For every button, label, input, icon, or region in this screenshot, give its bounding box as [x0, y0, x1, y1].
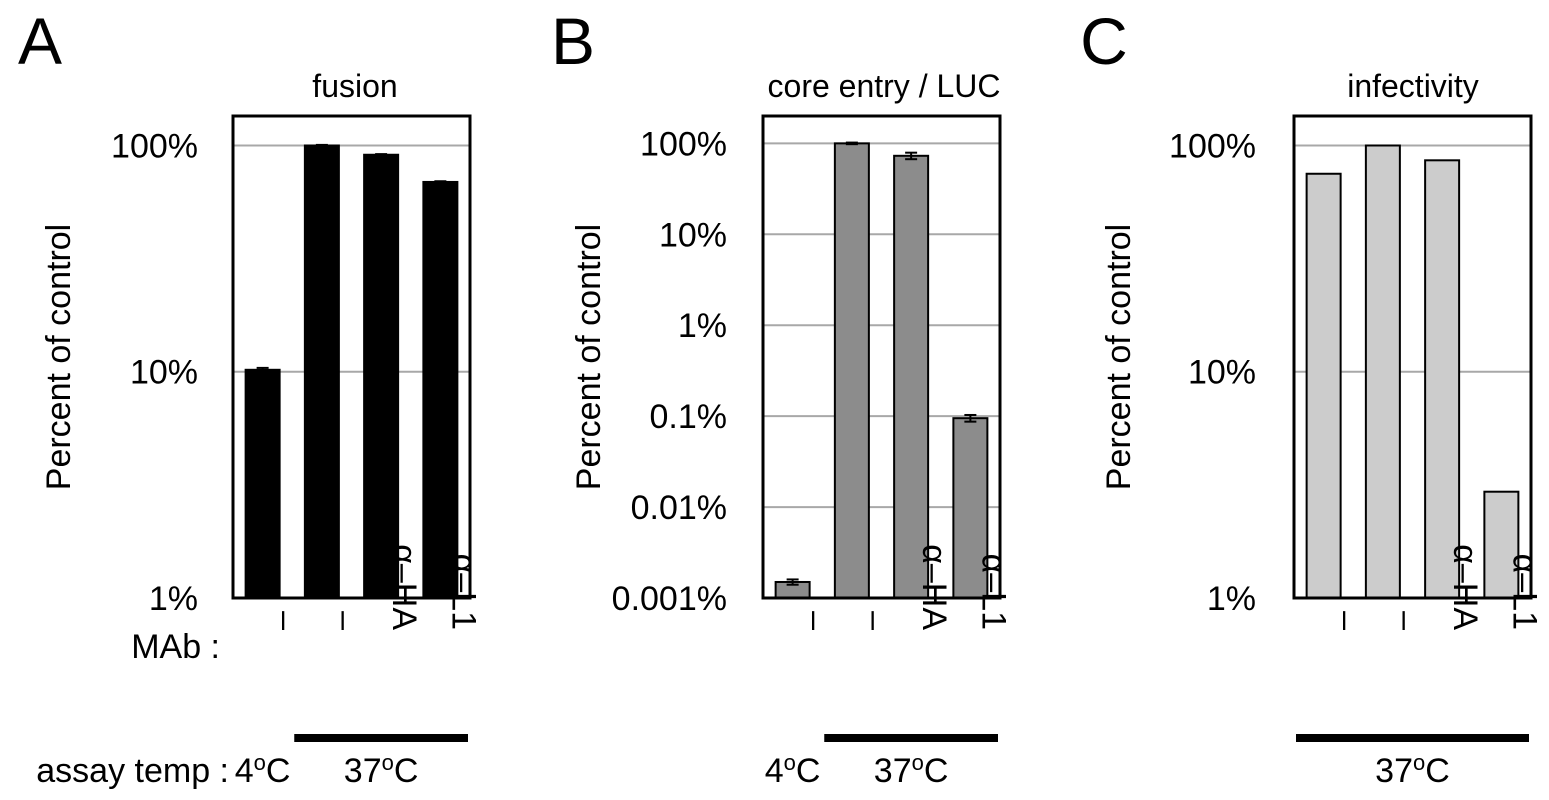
category-label: –: [1387, 611, 1425, 630]
bar: [952, 417, 989, 599]
bar: [422, 180, 459, 599]
plot-frame: [761, 114, 1002, 600]
y-tick-label: 10%: [1188, 354, 1256, 392]
y-tick-label: 10%: [659, 216, 727, 254]
assay-temp-row-label: assay temp :: [36, 752, 229, 790]
panel-letter: A: [18, 4, 62, 78]
bar: [303, 144, 340, 600]
bar: [1424, 159, 1461, 599]
panel-letter: C: [1080, 4, 1128, 78]
category-label: α–HA: [385, 544, 423, 630]
chart-title: core entry / LUC: [768, 68, 1001, 104]
chart-title: infectivity: [1347, 68, 1479, 104]
temp-group-label: 37oC: [344, 750, 419, 790]
category-label: –: [326, 611, 364, 630]
bar: [1483, 490, 1520, 600]
y-axis-label: Percent of control: [1100, 224, 1138, 490]
bar: [1305, 172, 1342, 599]
y-tick-label: 100%: [111, 127, 198, 165]
y-tick-label: 1%: [1207, 580, 1256, 618]
bar: [363, 153, 400, 599]
y-axis-label: Percent of control: [570, 224, 608, 490]
bar: [893, 154, 930, 600]
plot-frame: [1292, 114, 1533, 600]
y-tick-label: 100%: [640, 125, 727, 163]
category-label: α–L1: [444, 554, 482, 630]
category-label: α–HA: [915, 544, 953, 630]
y-tick-label: 1%: [678, 307, 727, 345]
temp-group-label: 37oC: [874, 750, 949, 790]
y-tick-label: 0.01%: [631, 489, 727, 527]
y-tick-label: 10%: [130, 354, 198, 392]
mab-row-label: MAb :: [131, 628, 220, 666]
bar: [833, 142, 870, 599]
y-tick-label: 0.001%: [612, 580, 727, 618]
y-axis-label: Percent of control: [40, 224, 78, 490]
category-label: α–HA: [1446, 544, 1484, 630]
temp-group-label: 4oC: [235, 750, 291, 790]
panel-letter: B: [551, 4, 595, 78]
y-tick-label: 100%: [1169, 127, 1256, 165]
temp-group-label: 4oC: [765, 750, 821, 790]
y-tick-label: 0.1%: [650, 398, 728, 436]
temp-group-label: 37oC: [1375, 750, 1450, 790]
bar: [1364, 144, 1401, 600]
category-label: –: [1328, 611, 1366, 630]
category-label: –: [797, 611, 835, 630]
category-label: α–L1: [1505, 554, 1543, 630]
plot-frame: [231, 114, 472, 600]
category-label: α–L1: [974, 554, 1012, 630]
y-tick-label: 1%: [149, 580, 198, 618]
category-label: –: [267, 611, 305, 630]
category-label: –: [856, 611, 894, 630]
bar: [244, 368, 281, 599]
chart-title: fusion: [312, 68, 397, 104]
